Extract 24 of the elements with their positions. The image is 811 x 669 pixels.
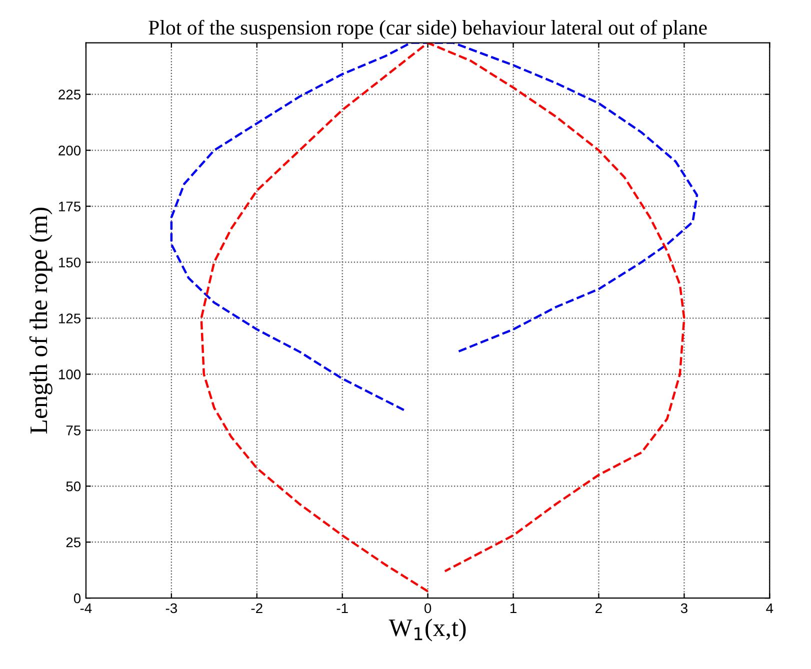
- y-tick-label: 175: [58, 202, 81, 212]
- line-series: [200, 42, 686, 592]
- y-tick-label: 100: [58, 370, 81, 380]
- x-tick-label: -4: [80, 603, 92, 614]
- y-tick-label: 150: [58, 258, 81, 268]
- y-tick-label: 225: [58, 90, 81, 100]
- x-tick-label: 0: [424, 603, 432, 614]
- line-series: [170, 42, 698, 412]
- y-tick-label: 25: [66, 537, 81, 548]
- y-axis-title: Length of the rope (m): [29, 208, 52, 434]
- x-axis-title: W$_{1}$(x,t): [388, 618, 466, 642]
- x-tick-label: 4: [766, 603, 774, 614]
- y-tick-label: 125: [58, 314, 81, 324]
- y-tick-label: 75: [66, 426, 81, 436]
- x-tick-label: 2: [596, 603, 602, 614]
- x-tick-label: 1: [510, 603, 516, 614]
- x-tick-label: -1: [336, 603, 348, 614]
- chart-title: Plot of the suspension rope (car side) behaviour lateral out of plane: [148, 20, 707, 39]
- y-tick-label: 0: [74, 593, 81, 604]
- y-tick-label: 200: [58, 146, 81, 156]
- x-tick-label: -2: [251, 603, 262, 614]
- y-tick-label: 50: [66, 481, 81, 492]
- x-tick-label: -3: [166, 603, 177, 614]
- x-tick-label: 3: [680, 603, 688, 614]
